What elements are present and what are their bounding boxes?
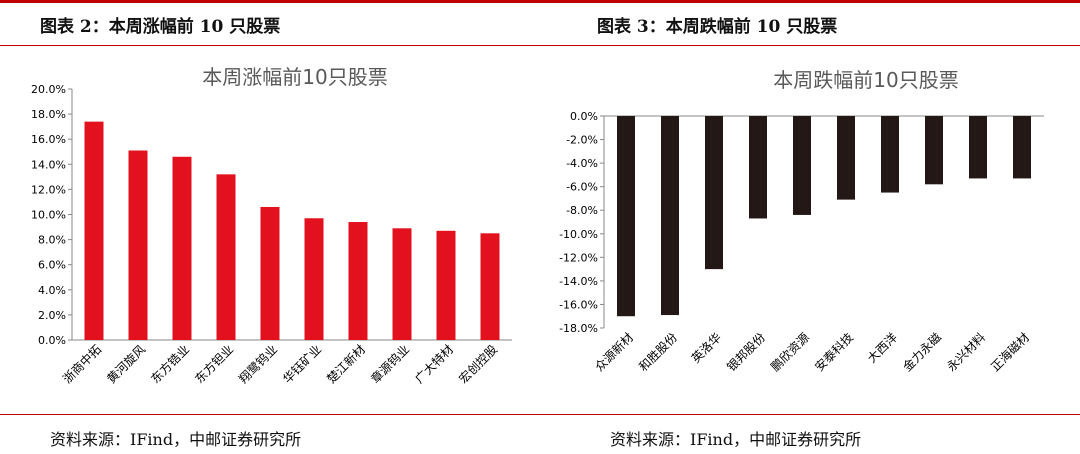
x-category-label: 安泰科技: [812, 330, 857, 375]
bar: [837, 116, 855, 200]
bar: [128, 150, 148, 340]
left-figure-header: 图表 2：本周涨幅前 10 只股票: [40, 17, 281, 37]
bar: [436, 230, 456, 340]
y-tick-label: -18.0%: [559, 322, 598, 335]
y-tick-label: 0.0%: [38, 334, 66, 347]
bar: [793, 116, 811, 215]
chart-title: 本周涨幅前10只股票: [202, 65, 387, 89]
x-category-label: 鹏欣资源: [768, 330, 812, 374]
x-category-label: 和胜股份: [636, 330, 681, 375]
bar: [304, 218, 324, 340]
right-source-note: 资料来源：IFind，中邮证券研究所: [610, 430, 862, 449]
bar: [392, 228, 412, 340]
x-category-label: 东方钽业: [192, 342, 237, 387]
x-category-label: 浙商中拓: [60, 342, 105, 387]
bar: [216, 174, 236, 340]
losers-bar-chart: 本周跌幅前10只股票 0.0% -2.0% -4.0% -6.0% -8.0% -10.0%…: [559, 68, 1044, 375]
x-category-label: 正海磁材: [988, 330, 1033, 375]
x-category-label: 楚江新材: [324, 342, 369, 387]
bar: [1013, 116, 1031, 179]
bar: [705, 116, 723, 270]
left-source-note: 资料来源：IFind，中邮证券研究所: [50, 430, 302, 449]
gainers-bar-chart: 本周涨幅前10只股票 0.0% 2.0% 4.0% 6.0% 8.0% 10.0% 12.0%…: [31, 65, 512, 387]
x-category-label: 宏创控股: [456, 342, 501, 387]
footer-rule: [0, 414, 1080, 415]
y-tick-label: 12.0%: [31, 183, 66, 196]
y-tick-label: 8.0%: [38, 234, 66, 247]
x-category-label: 华钰矿业: [280, 342, 324, 386]
x-category-label: 英洛华: [688, 330, 724, 366]
bar: [480, 233, 500, 340]
y-tick-label: -4.0%: [566, 157, 598, 170]
x-category-label: 金力永磁: [900, 330, 945, 375]
y-tick-label: -6.0%: [566, 181, 598, 194]
bar: [84, 121, 104, 340]
y-tick-label: 14.0%: [31, 158, 66, 171]
right-figure-header: 图表 3：本周跌幅前 10 只股票: [597, 17, 838, 37]
x-category-label: 东方锆业: [148, 342, 193, 387]
y-tick-label: -16.0%: [559, 298, 598, 311]
y-tick-label: 16.0%: [31, 133, 66, 146]
y-tick-label: -12.0%: [559, 251, 598, 264]
y-tick-label: 18.0%: [31, 108, 66, 121]
y-tick-label: 0.0%: [570, 110, 598, 123]
x-category-label: 大西洋: [864, 330, 900, 366]
bar: [260, 206, 280, 340]
x-category-label: 黄河旋风: [104, 342, 148, 386]
bar: [749, 116, 767, 219]
bar: [172, 156, 192, 340]
y-tick-label: -14.0%: [559, 275, 598, 288]
y-tick-label: 2.0%: [38, 309, 66, 322]
x-category-label: 章源钨业: [368, 342, 413, 387]
x-category-label: 永兴材料: [944, 330, 988, 374]
bar: [925, 116, 943, 185]
bar: [969, 116, 987, 179]
y-tick-label: -10.0%: [559, 228, 598, 241]
x-category-label: 银邦股份: [724, 330, 768, 374]
y-tick-label: 10.0%: [31, 209, 66, 222]
y-tick-label: 20.0%: [31, 83, 66, 96]
x-category-label: 广大特材: [412, 342, 457, 387]
y-tick-label: -8.0%: [566, 204, 598, 217]
header-rule: [0, 45, 1080, 46]
y-tick-label: 4.0%: [38, 284, 66, 297]
bar: [661, 116, 679, 316]
chart-title: 本周跌幅前10只股票: [773, 68, 958, 92]
y-tick-label: 6.0%: [38, 259, 66, 272]
bar: [881, 116, 899, 193]
x-category-label: 翔鹭钨业: [236, 342, 281, 387]
bar: [348, 222, 368, 340]
x-category-label: 众源新材: [592, 330, 637, 375]
top-rule: [0, 0, 1080, 3]
y-tick-label: -2.0%: [566, 134, 598, 147]
bar: [617, 116, 635, 317]
